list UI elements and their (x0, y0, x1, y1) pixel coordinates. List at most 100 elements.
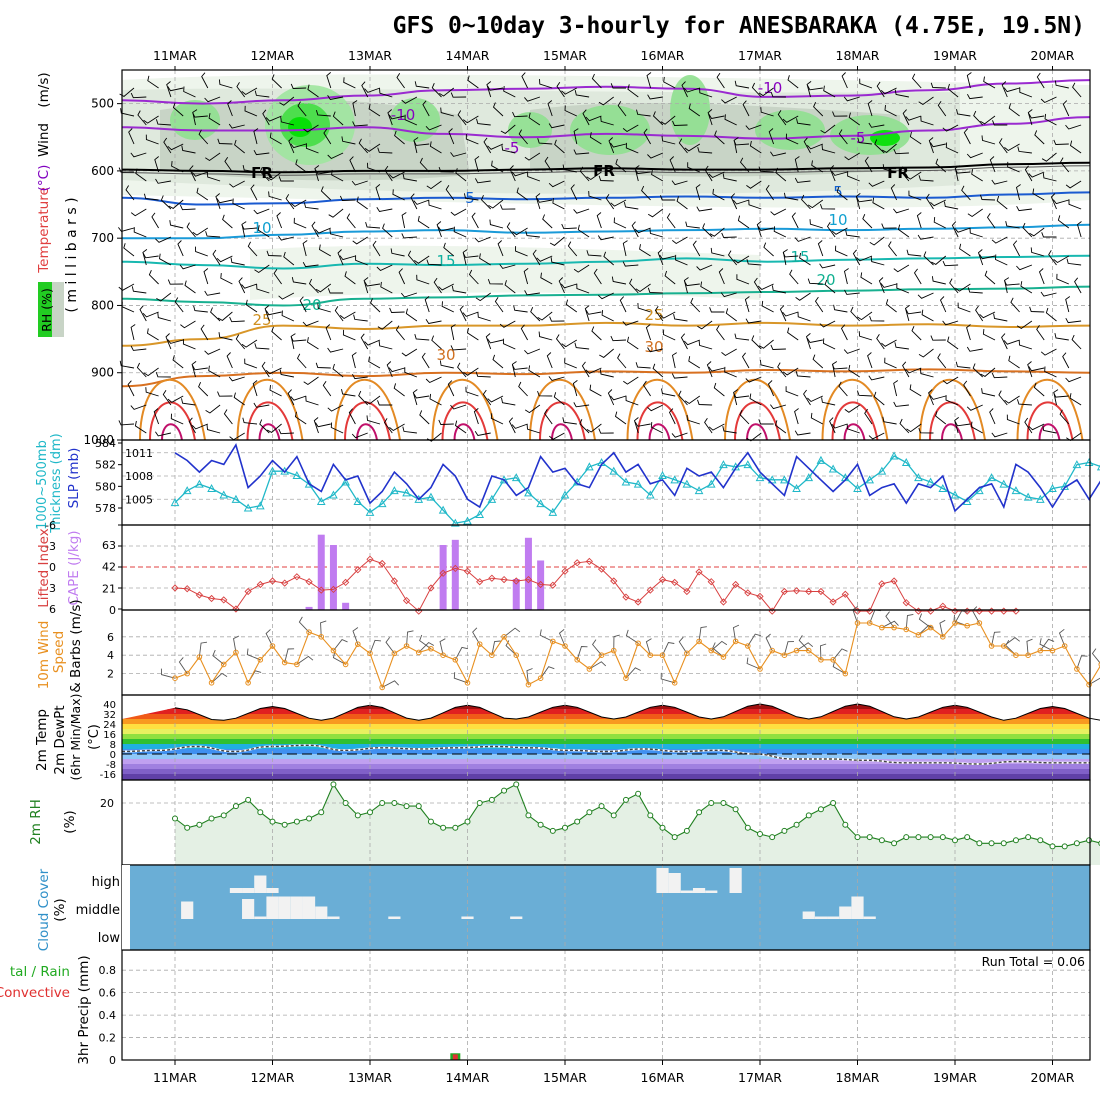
wind-barb (218, 332, 233, 341)
wind-barb (619, 296, 627, 313)
wind-barb (733, 137, 739, 154)
wind-barb (334, 306, 344, 322)
wind-barb (574, 342, 590, 350)
wind-barb (671, 352, 677, 369)
thickness-point (621, 477, 631, 486)
wind-barb (706, 361, 713, 378)
wind-barb (668, 408, 676, 425)
wind10-barb (954, 610, 968, 624)
thickness-point (889, 451, 899, 460)
wind10-point (598, 652, 605, 659)
cape-tick-label: 63 (102, 539, 116, 552)
wind-barb (1056, 273, 1069, 285)
thickness-point (950, 490, 960, 499)
lifted-index-point (366, 555, 374, 563)
wind10-barb (352, 627, 359, 645)
thickness-point (1023, 492, 1033, 501)
wind-barb (330, 422, 344, 434)
wind-barb (972, 363, 984, 378)
wind-barb (394, 130, 405, 145)
wind-barb (445, 185, 455, 201)
li-tick-label: 6 (49, 603, 56, 616)
wind-barb (637, 302, 651, 313)
wind-barb (935, 158, 947, 173)
wind-barb (290, 333, 296, 350)
wind-barb (856, 390, 873, 397)
wind-barb (844, 404, 860, 413)
wind-barb (351, 432, 368, 439)
wind10-barb (613, 634, 620, 651)
lifted-index-point (341, 578, 350, 587)
wind10-barb (796, 642, 814, 651)
thickness-point (170, 498, 180, 507)
rh2m-point (610, 812, 617, 819)
wind-barb (647, 152, 664, 159)
wind-barb (848, 112, 860, 126)
wind-barb (733, 199, 750, 205)
lifted-index-point (524, 575, 533, 584)
wind-barb (1004, 277, 1010, 294)
wind10-barb (662, 641, 675, 656)
temperature-contour (121, 285, 1091, 307)
thickness-point (524, 488, 533, 497)
wind-barb (733, 392, 750, 399)
wind-barb (794, 156, 800, 173)
wind-barb (795, 292, 811, 301)
wind-barb (315, 283, 332, 293)
temperature-contour-30-loop (139, 378, 206, 441)
wind10-point (537, 675, 544, 682)
rh-shade-green (288, 117, 312, 137)
lifted-index-point (281, 579, 289, 587)
wind10-point (415, 649, 422, 656)
axis-label-ms: (m/s) (36, 72, 52, 107)
wind-barb (328, 208, 344, 218)
wind-barb (654, 305, 664, 322)
wind-barb (683, 87, 700, 93)
wind-barb (508, 417, 516, 434)
wind-barb (465, 134, 479, 145)
wind-barb (893, 380, 899, 397)
wind-barb (305, 395, 319, 406)
wind-barb (970, 421, 983, 434)
wind-barb (352, 121, 368, 127)
wind-barb (893, 264, 910, 273)
wind-barb (355, 255, 368, 266)
wind10-point (647, 652, 654, 659)
wind-barb (748, 199, 762, 210)
lifted-index-point (317, 586, 325, 594)
wind-barb (475, 292, 491, 302)
wind-barb (269, 385, 282, 397)
wind-barb (492, 354, 504, 369)
wind-barb (216, 255, 233, 263)
wind-barb (935, 411, 947, 425)
wind-barb (555, 334, 565, 350)
wind-barb (512, 227, 528, 236)
wind-barb (678, 138, 688, 154)
wind-barb (308, 278, 319, 294)
wind-barb (876, 81, 885, 98)
thickness-point (901, 457, 911, 466)
wind-barb (226, 352, 233, 369)
wind-barb (482, 389, 492, 406)
wind-barb (582, 109, 590, 126)
wind-barb (961, 185, 971, 201)
wind-barb (1069, 393, 1082, 406)
rh2m-point (769, 834, 776, 841)
wind-barb (236, 82, 246, 98)
wind-barb (181, 145, 196, 154)
thickness-point (633, 479, 643, 488)
wind-barb (716, 72, 725, 89)
wind-barb (1044, 113, 1057, 126)
wind10-point (769, 647, 775, 654)
wind-barb (501, 145, 516, 154)
wind-barb (893, 401, 909, 407)
lifted-index-point (671, 578, 679, 587)
wind-barb (899, 166, 910, 182)
wind-barb (678, 390, 688, 406)
high-cloud-block (705, 890, 718, 893)
middle-cloud-block (839, 906, 852, 919)
wind-barb (684, 280, 700, 287)
wind-barb (554, 139, 565, 154)
temp-tick-label: 32 (103, 710, 116, 721)
axis-label-2m-rh-unit: (%) (62, 810, 78, 833)
